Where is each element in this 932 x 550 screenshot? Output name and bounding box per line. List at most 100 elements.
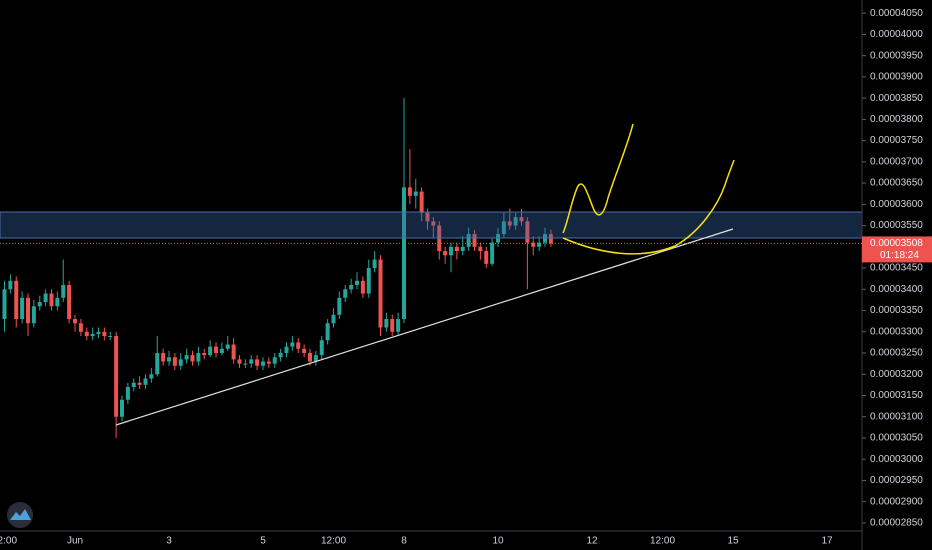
x-tick-label: 8 <box>401 536 407 547</box>
candle-body <box>431 221 436 226</box>
candle-body <box>90 333 95 337</box>
candle-body <box>155 353 160 375</box>
candle-body <box>49 293 54 307</box>
candle-body <box>290 342 295 347</box>
candle-body <box>284 346 289 354</box>
candle-body <box>143 378 148 385</box>
candle-body <box>131 382 136 387</box>
last-price-box <box>862 236 932 263</box>
candle-body <box>360 280 365 294</box>
candle-body <box>96 331 101 334</box>
candle-body <box>214 346 218 354</box>
candle-body <box>490 242 495 264</box>
candle-body <box>337 297 342 315</box>
candle-body <box>237 359 242 364</box>
candle-body <box>184 355 189 360</box>
y-tick-label: 0.00003850 <box>870 93 923 104</box>
candle-body <box>202 353 207 356</box>
candle-body <box>14 280 19 320</box>
last-price-label: 0.00003508 <box>870 238 923 249</box>
candle-body <box>73 319 77 324</box>
candle-body <box>302 348 307 354</box>
y-tick-label: 0.00003050 <box>870 433 923 444</box>
y-tick-label: 0.00003450 <box>870 263 923 274</box>
candle-body <box>331 314 336 324</box>
candle-body <box>419 191 424 213</box>
y-tick-label: 0.00003300 <box>870 326 923 337</box>
candle-body <box>26 297 30 324</box>
candle-body <box>454 246 459 252</box>
y-tick-label: 0.00003750 <box>870 135 923 146</box>
candle-body <box>484 251 489 264</box>
y-tick-label: 0.00003350 <box>870 305 923 316</box>
candle-body <box>37 302 42 307</box>
candle-body <box>249 359 254 364</box>
y-tick-label: 0.00003400 <box>870 284 923 295</box>
candle-body <box>278 353 283 358</box>
candle-body <box>313 355 318 362</box>
candle-body <box>425 212 430 222</box>
x-tick-label: Jun <box>67 536 83 547</box>
candle-body <box>67 285 72 320</box>
candle-body <box>161 353 166 362</box>
candle-body <box>319 340 324 356</box>
candle-body <box>31 306 36 324</box>
logo <box>7 502 33 528</box>
candle-body <box>61 285 66 298</box>
y-tick-label: 0.00003200 <box>870 369 923 380</box>
candle-body <box>261 361 265 366</box>
y-tick-label: 0.00003650 <box>870 178 923 189</box>
y-tick-label: 0.00004050 <box>870 8 923 19</box>
candle-body <box>407 187 412 196</box>
candle-body <box>366 268 371 294</box>
y-tick-label: 0.00003100 <box>870 411 923 422</box>
candle-body <box>396 319 401 332</box>
y-tick-label: 0.00003700 <box>870 156 923 167</box>
drawing-projection-up <box>562 123 634 234</box>
y-tick-label: 0.00002850 <box>870 518 923 529</box>
y-tick-label: 0.00003600 <box>870 199 923 210</box>
candle-body <box>325 323 330 341</box>
candle-body <box>384 319 389 328</box>
candle-body <box>208 346 213 356</box>
y-tick-label: 0.00002950 <box>870 475 923 486</box>
candle-body <box>272 357 277 364</box>
candle-body <box>178 359 183 366</box>
candle-body <box>501 221 506 235</box>
candle-body <box>308 353 312 362</box>
x-tick-label: 5 <box>260 536 266 547</box>
candle-body <box>149 374 154 379</box>
candle-body <box>231 344 236 360</box>
x-tick-label: 17 <box>821 536 833 547</box>
x-tick-label: 15 <box>727 536 739 547</box>
y-tick-label: 0.00003550 <box>870 220 923 231</box>
candle-body <box>531 242 536 247</box>
candle-body <box>78 323 83 332</box>
candle-body <box>114 336 119 417</box>
candles <box>2 98 553 438</box>
candle-body <box>355 280 359 286</box>
candle-body <box>196 353 201 362</box>
trend-line <box>115 228 734 426</box>
candle-body <box>390 319 395 332</box>
candle-body <box>8 280 13 290</box>
y-tick-label: 0.00003950 <box>870 50 923 61</box>
x-tick-label: 12:00 <box>650 536 675 547</box>
candle-body <box>84 331 89 337</box>
candle-body <box>472 234 477 247</box>
candle-body <box>255 359 260 366</box>
candle-body <box>190 355 195 362</box>
candle-body <box>43 293 48 303</box>
candle-body <box>172 357 177 366</box>
candle-body <box>296 342 301 349</box>
y-tick-label: 0.00003150 <box>870 390 923 401</box>
candle-body <box>55 297 60 307</box>
x-tick-label: 10 <box>492 536 504 547</box>
candle-body <box>443 251 448 256</box>
candle-body <box>349 285 354 290</box>
candle-body <box>507 221 512 226</box>
y-tick-label: 0.00003900 <box>870 72 923 83</box>
x-tick-label: 12 <box>586 536 598 547</box>
